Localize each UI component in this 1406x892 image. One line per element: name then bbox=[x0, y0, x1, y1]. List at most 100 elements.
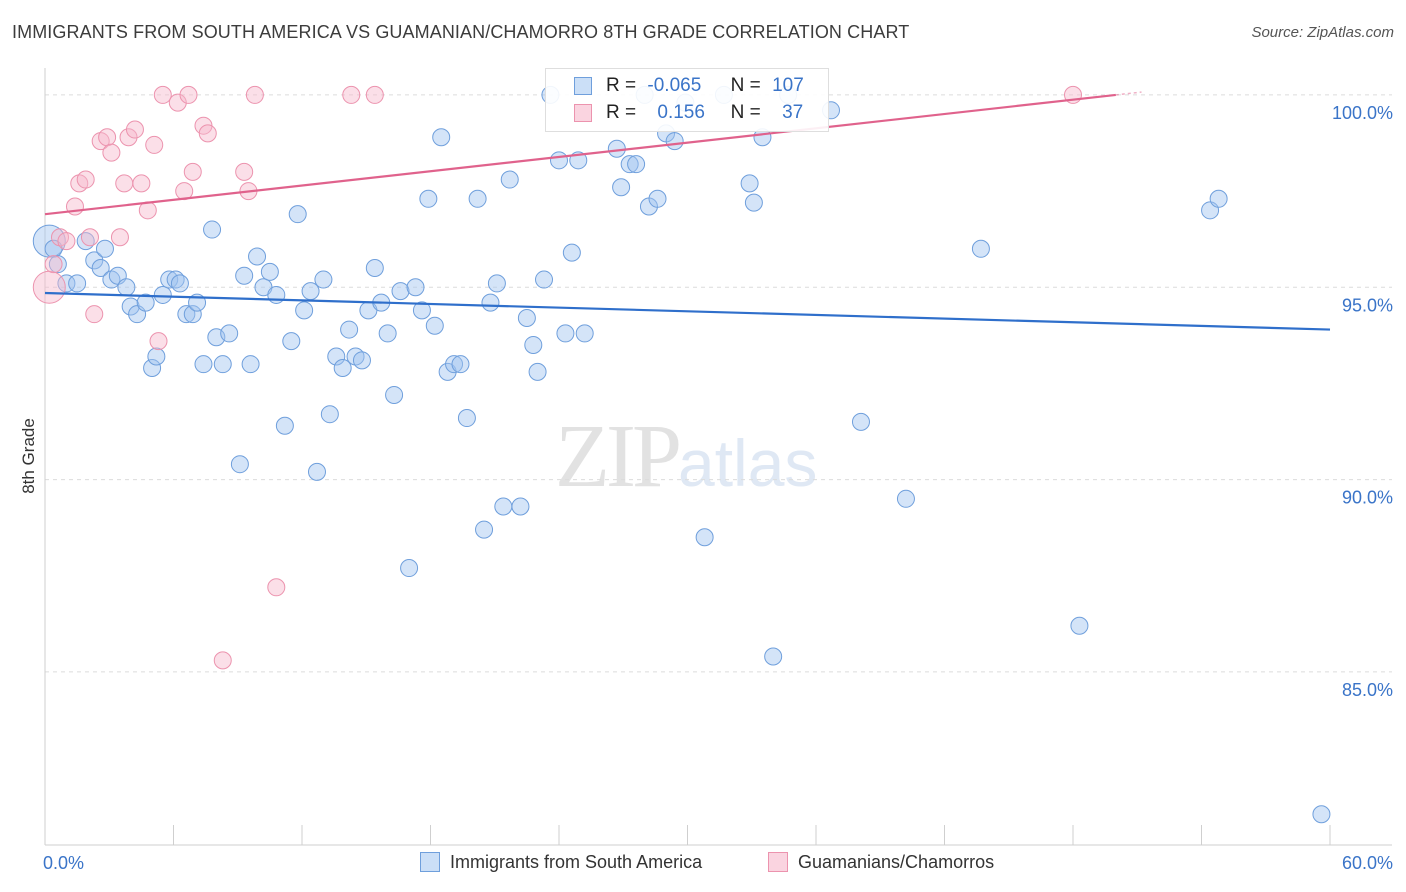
point-immigrants bbox=[235, 266, 254, 285]
point-immigrants bbox=[612, 178, 631, 197]
source-label: Source: ZipAtlas.com bbox=[1251, 24, 1394, 41]
point-guamanians bbox=[149, 332, 168, 351]
point-immigrants bbox=[425, 316, 444, 335]
point-immigrants bbox=[282, 332, 301, 351]
point-immigrants bbox=[971, 239, 990, 258]
point-guamanians bbox=[235, 162, 254, 181]
y-tick-label: 100.0% bbox=[1332, 103, 1393, 123]
point-immigrants bbox=[143, 359, 162, 378]
point-immigrants bbox=[248, 247, 267, 266]
point-immigrants bbox=[230, 455, 249, 474]
point-immigrants bbox=[241, 355, 260, 374]
point-immigrants bbox=[121, 297, 140, 316]
point-immigrants bbox=[213, 355, 232, 374]
point-immigrants bbox=[535, 270, 554, 289]
point-immigrants bbox=[160, 270, 179, 289]
series-immigrants-points bbox=[32, 85, 1331, 824]
point-immigrants bbox=[327, 347, 346, 366]
point-immigrants bbox=[95, 239, 114, 258]
point-immigrants bbox=[1070, 616, 1089, 635]
point-immigrants bbox=[365, 259, 384, 278]
point-immigrants bbox=[378, 324, 397, 343]
series-guamanians-points bbox=[32, 85, 1082, 670]
point-guamanians bbox=[365, 85, 384, 104]
point-guamanians bbox=[179, 85, 198, 104]
axes bbox=[44, 68, 1392, 846]
point-immigrants bbox=[340, 320, 359, 339]
y-tick-label: 90.0% bbox=[1342, 488, 1393, 508]
legend-r-label: R = bbox=[606, 75, 637, 96]
point-guamanians bbox=[85, 305, 104, 324]
point-guamanians bbox=[153, 85, 172, 104]
axis-labels: 85.0% 90.0% 95.0% 100.0% 0.0% 60.0% 8th Grade bbox=[19, 103, 1393, 873]
point-immigrants bbox=[57, 274, 76, 293]
x-tick-label: 0.0% bbox=[43, 853, 84, 873]
point-guamanians bbox=[98, 128, 117, 147]
point-immigrants bbox=[620, 155, 639, 174]
point-guamanians bbox=[80, 228, 99, 247]
point-guamanians bbox=[32, 270, 66, 304]
point-immigrants bbox=[1312, 805, 1331, 824]
point-guamanians bbox=[267, 578, 286, 597]
point-guamanians bbox=[57, 232, 76, 251]
point-immigrants bbox=[183, 305, 202, 324]
point-guamanians bbox=[168, 93, 187, 112]
point-guamanians bbox=[198, 124, 217, 143]
point-immigrants bbox=[468, 189, 487, 208]
point-immigrants bbox=[307, 462, 326, 481]
point-immigrants bbox=[744, 193, 763, 212]
x-tick-label: 60.0% bbox=[1342, 853, 1393, 873]
point-guamanians bbox=[145, 135, 164, 154]
watermark-atlas: atlas bbox=[678, 426, 818, 500]
point-immigrants bbox=[295, 301, 314, 320]
trend-lines bbox=[44, 91, 1331, 331]
gridlines bbox=[45, 94, 1392, 673]
point-immigrants bbox=[385, 385, 404, 404]
point-immigrants bbox=[314, 270, 333, 289]
bottom-legend-label-guamanians: Guamanians/Chamorros bbox=[798, 852, 995, 872]
point-immigrants bbox=[91, 259, 110, 278]
point-immigrants bbox=[1209, 189, 1228, 208]
legend-r-value-immigrants: -0.065 bbox=[647, 75, 702, 96]
point-immigrants bbox=[550, 151, 568, 170]
point-guamanians bbox=[183, 162, 202, 181]
point-immigrants bbox=[48, 255, 67, 274]
point-immigrants bbox=[665, 132, 684, 151]
point-immigrants bbox=[475, 520, 494, 539]
point-guamanians bbox=[125, 120, 144, 139]
point-guamanians bbox=[132, 174, 151, 193]
point-guamanians bbox=[115, 174, 134, 193]
point-immigrants bbox=[136, 293, 155, 312]
point-immigrants bbox=[320, 405, 339, 424]
point-guamanians bbox=[110, 228, 129, 247]
point-guamanians bbox=[119, 128, 138, 147]
point-immigrants bbox=[457, 409, 476, 428]
legend-n-label: N = bbox=[730, 75, 761, 96]
point-immigrants bbox=[481, 293, 500, 312]
point-immigrants bbox=[500, 170, 519, 189]
point-immigrants bbox=[695, 528, 714, 547]
y-tick-label: 95.0% bbox=[1342, 295, 1393, 315]
point-immigrants bbox=[896, 489, 915, 508]
point-immigrants bbox=[352, 351, 371, 370]
point-immigrants bbox=[85, 251, 104, 270]
point-immigrants bbox=[575, 324, 594, 343]
point-guamanians bbox=[44, 255, 63, 274]
bottom-legend-swatch-blue bbox=[420, 852, 440, 872]
point-immigrants bbox=[419, 189, 438, 208]
point-guamanians bbox=[102, 143, 121, 162]
point-immigrants bbox=[267, 285, 286, 304]
point-immigrants bbox=[562, 243, 581, 262]
point-guamanians bbox=[245, 85, 264, 104]
bottom-legend-immigrants: Immigrants from South America bbox=[420, 852, 702, 873]
point-immigrants bbox=[445, 355, 464, 374]
legend-r-value-guamanians: 0.156 bbox=[657, 102, 705, 123]
point-immigrants bbox=[391, 282, 410, 301]
point-immigrants bbox=[851, 412, 870, 431]
point-immigrants bbox=[764, 647, 783, 666]
point-immigrants bbox=[400, 559, 419, 578]
legend-n-value-guamanians: 37 bbox=[782, 102, 804, 123]
y-tick-label: 85.0% bbox=[1342, 680, 1393, 700]
point-immigrants bbox=[203, 220, 222, 239]
